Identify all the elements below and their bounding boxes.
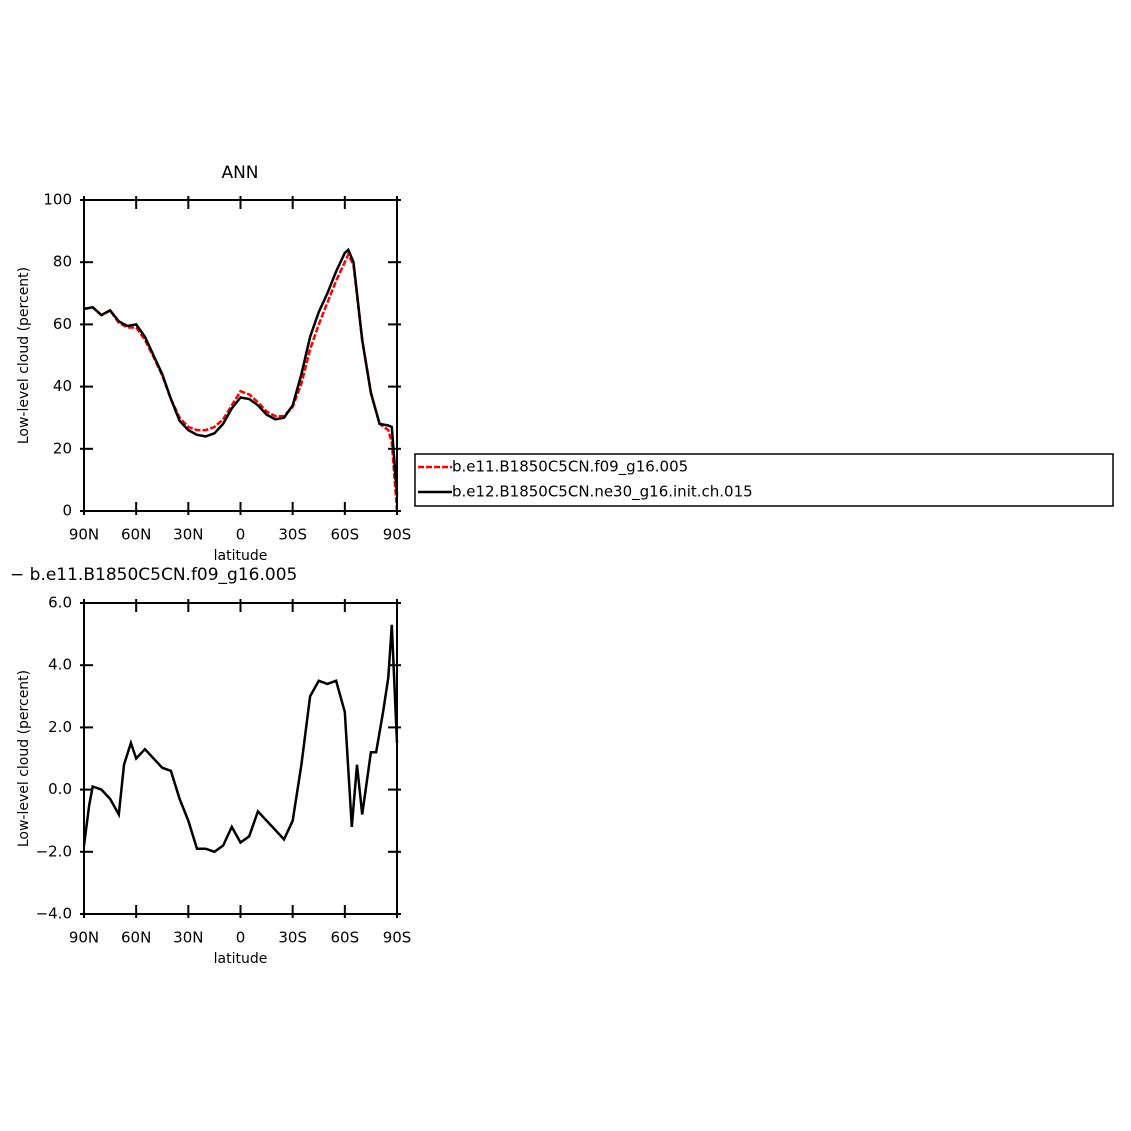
x-tick-label: 90S xyxy=(383,929,412,947)
y-tick-label: 0 xyxy=(62,502,72,520)
y-tick-label: −4.0 xyxy=(36,905,72,923)
x-tick-label: 0 xyxy=(236,526,246,544)
y-axis-label: Low-level cloud (percent) xyxy=(16,267,32,444)
y-tick-label: 6.0 xyxy=(48,594,72,612)
x-tick-label: 30N xyxy=(173,929,203,947)
x-tick-label: 90N xyxy=(69,526,99,544)
x-tick-label: 30S xyxy=(278,526,307,544)
legend-label: b.e11.B1850C5CN.f09_g16.005 xyxy=(452,458,688,477)
x-tick-label: 0 xyxy=(236,929,246,947)
legend-label: b.e12.B1850C5CN.ne30_g16.init.ch.015 xyxy=(452,483,753,502)
series-line xyxy=(82,624,399,854)
y-tick-label: 80 xyxy=(53,253,72,271)
plot-frame xyxy=(83,199,398,512)
x-axis-label: latitude xyxy=(214,951,268,967)
x-tick-label: 30N xyxy=(173,526,203,544)
series-line xyxy=(83,247,399,496)
x-tick-label: 90N xyxy=(69,929,99,947)
y-tick-label: 100 xyxy=(43,191,72,209)
x-axis-label: latitude xyxy=(214,548,268,564)
y-tick-label: 20 xyxy=(53,439,72,457)
x-tick-label: 60S xyxy=(331,526,360,544)
y-axis-label: Low-level cloud (percent) xyxy=(16,670,32,847)
x-tick-label: 30S xyxy=(278,929,307,947)
y-tick-label: −2.0 xyxy=(36,842,72,860)
y-tick-label: 2.0 xyxy=(48,718,72,736)
x-tick-label: 90S xyxy=(383,526,412,544)
x-tick-label: 60N xyxy=(121,526,151,544)
y-tick-label: 60 xyxy=(53,315,72,333)
chart-title: − b.e11.B1850C5CN.f09_g16.005 xyxy=(10,565,297,585)
y-tick-label: 0.0 xyxy=(48,780,72,798)
y-tick-label: 40 xyxy=(53,377,72,395)
x-tick-label: 60S xyxy=(331,929,360,947)
x-tick-label: 60N xyxy=(121,929,151,947)
chart-title: ANN xyxy=(221,163,258,183)
series-line xyxy=(83,251,399,512)
y-tick-label: 4.0 xyxy=(48,656,72,674)
legend-box xyxy=(414,453,1114,507)
plot-frame xyxy=(83,602,398,915)
